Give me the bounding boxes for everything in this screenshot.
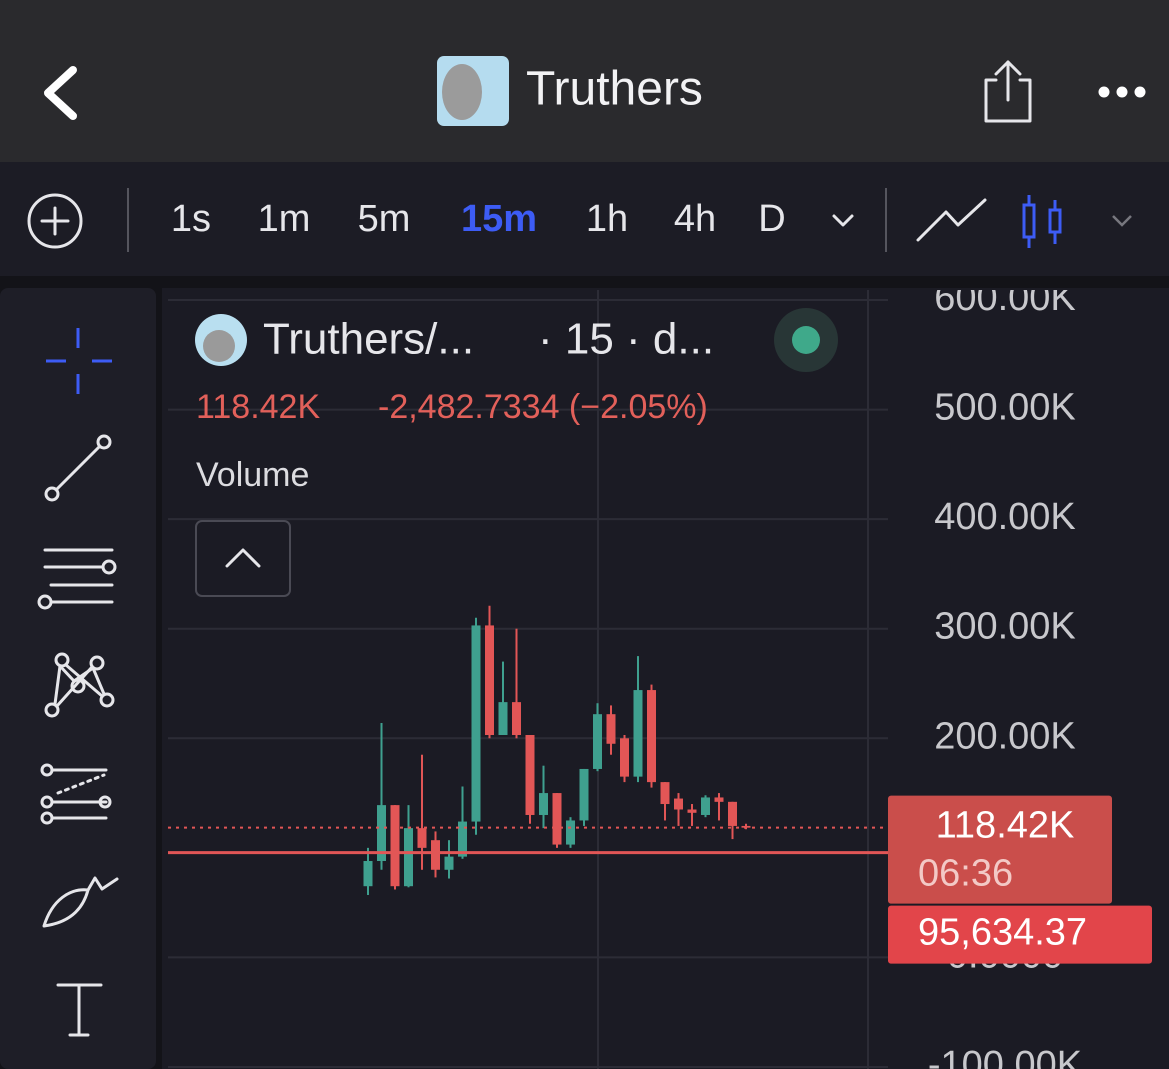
- y-tick-label: 600.00K: [934, 277, 1076, 319]
- chart-type-dropdown[interactable]: [1112, 215, 1132, 227]
- legend-price: 118.42K: [196, 388, 320, 426]
- y-tick-label: -100.00K: [928, 1044, 1082, 1069]
- crosshair-tool[interactable]: [46, 328, 112, 394]
- candle-body: [701, 797, 710, 815]
- candle-body: [498, 702, 508, 735]
- header-title: Truthers: [526, 63, 703, 116]
- interval-tab[interactable]: 1h: [586, 198, 628, 240]
- interval-tab[interactable]: 4h: [674, 198, 716, 240]
- interval-dropdown[interactable]: [832, 214, 854, 227]
- mark-price-label: 95,634.37: [918, 912, 1087, 954]
- candle-body: [633, 690, 643, 777]
- candle-body: [363, 861, 373, 887]
- candle-body: [404, 828, 413, 887]
- last-price-label: 118.42K: [936, 805, 1075, 847]
- interval-tab[interactable]: 1s: [171, 198, 211, 240]
- candle-body: [377, 805, 386, 862]
- indicator[interactable]: Volume: [196, 456, 309, 494]
- legend-change: -2,482.7334 (−2.05%): [378, 388, 708, 426]
- toolbar-gap: [0, 276, 1169, 288]
- interval: · 15 · d...: [538, 315, 714, 364]
- add-button[interactable]: [27, 193, 83, 249]
- lines-tool[interactable]: [37, 548, 117, 610]
- tools: [37, 328, 119, 1037]
- interval-tab[interactable]: 5m: [358, 198, 411, 240]
- trendline-tool[interactable]: [44, 434, 112, 502]
- candle-body: [593, 714, 602, 769]
- candle-body: [485, 625, 494, 735]
- candle-body: [417, 828, 427, 848]
- candle-body: [552, 793, 562, 845]
- symbol[interactable]: Truthers/...: [263, 315, 474, 364]
- candle-body: [579, 768, 589, 821]
- more-button[interactable]: [1098, 86, 1146, 98]
- interval-tab[interactable]: D: [758, 198, 785, 240]
- toolbar: [0, 162, 1169, 278]
- plot: 600.00K500.00K400.00K300.00K200.00K0.000…: [168, 277, 1082, 1069]
- candle-body: [471, 625, 481, 822]
- y-tick-label: 300.00K: [934, 606, 1076, 648]
- legend: Truthers/... · 15 · d... 118.42K -2,482.…: [195, 308, 838, 597]
- interval-tab[interactable]: 1m: [258, 198, 311, 240]
- fib-tool[interactable]: [40, 763, 112, 825]
- candle-body: [620, 738, 629, 777]
- avatar-face: [203, 330, 235, 362]
- share-button[interactable]: [984, 60, 1032, 123]
- interval-tab[interactable]: 15m: [461, 198, 537, 240]
- candle-body: [647, 690, 656, 783]
- y-tick-label: 200.00K: [934, 715, 1076, 757]
- candle-body: [458, 821, 467, 857]
- candle-body: [444, 856, 454, 870]
- candle-body: [539, 793, 548, 815]
- line-chart-button[interactable]: [916, 198, 987, 242]
- candle-body: [728, 801, 737, 826]
- interval-tabs: 1s 1m 5m 15m 1h 4h D: [171, 198, 786, 240]
- pattern-tool[interactable]: [44, 652, 115, 718]
- candle-body: [390, 805, 400, 887]
- status-dot: [792, 326, 820, 354]
- last-price-badge: [888, 795, 1112, 904]
- countdown: 06:36: [918, 853, 1013, 895]
- brush-tool[interactable]: [42, 876, 119, 928]
- y-tick-label: 500.00K: [934, 387, 1076, 429]
- candle-body: [512, 702, 521, 735]
- candle-body: [714, 797, 724, 802]
- candle-body: [687, 809, 697, 813]
- header: [0, 0, 1169, 162]
- text-tool[interactable]: [56, 983, 103, 1037]
- candle-chart-button[interactable]: [1022, 195, 1062, 248]
- candle-body: [566, 820, 575, 845]
- y-tick-label: 400.00K: [934, 496, 1076, 538]
- back-button[interactable]: [44, 66, 77, 120]
- candle-body: [660, 782, 670, 805]
- candle-body: [525, 734, 535, 815]
- candle-body: [674, 798, 683, 810]
- candle-body: [606, 714, 616, 744]
- candle-body: [431, 840, 440, 870]
- collapse-button[interactable]: [195, 520, 291, 597]
- mark-price-badge: [888, 905, 1152, 964]
- avatar-head: [442, 64, 482, 120]
- collapse-icon: [225, 548, 261, 568]
